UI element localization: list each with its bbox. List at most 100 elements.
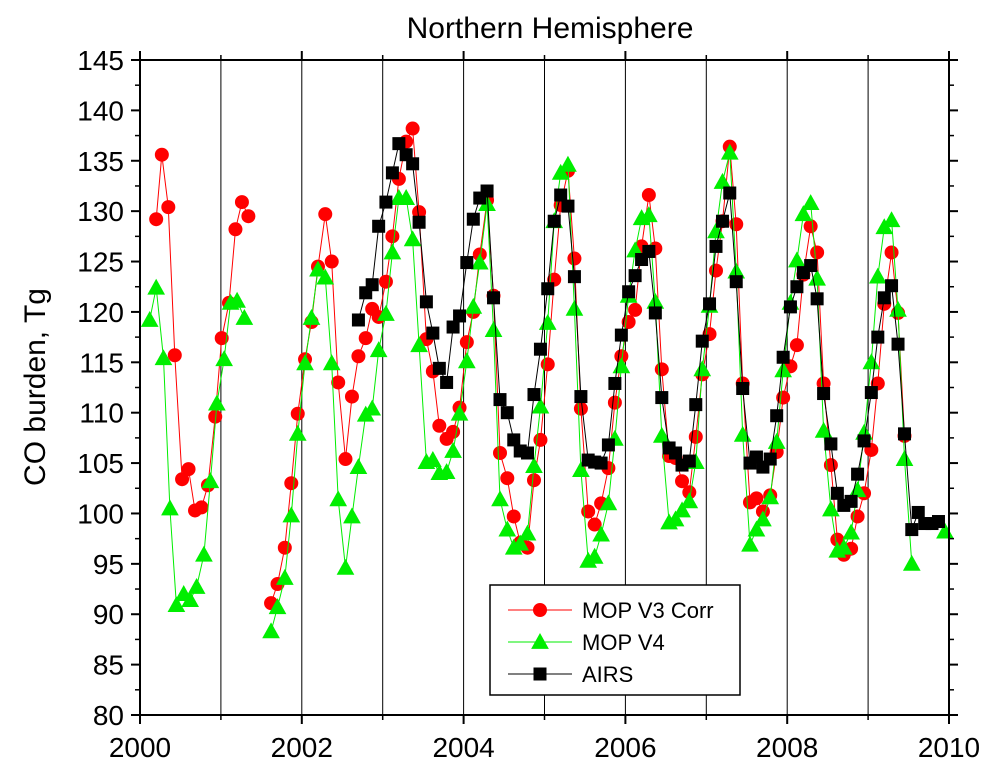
series-mop-v3-corr xyxy=(149,121,912,611)
mop-v4-point xyxy=(895,450,914,466)
y-tick-label: 110 xyxy=(79,398,124,429)
legend-marker-mop-v4 xyxy=(531,632,549,649)
airs-point xyxy=(783,300,797,314)
mop-v3-corr-point xyxy=(234,195,249,210)
airs-point xyxy=(419,295,433,309)
airs-point xyxy=(898,427,912,441)
airs-point xyxy=(561,199,575,213)
airs-point xyxy=(723,186,737,200)
chart-title: Northern Hemisphere xyxy=(407,12,694,45)
mop-v4-point xyxy=(397,189,416,205)
mop-v3-corr-point xyxy=(175,472,190,487)
airs-point xyxy=(574,390,588,404)
airs-point xyxy=(426,326,440,340)
mop-v4-point xyxy=(862,353,881,370)
mop-v4-point xyxy=(450,404,469,421)
airs-point xyxy=(507,433,521,447)
mop-v3-corr-point xyxy=(641,188,656,203)
mop-v4-point xyxy=(235,308,254,325)
airs-point xyxy=(857,434,871,448)
airs-point xyxy=(385,166,399,180)
airs-point xyxy=(541,282,555,296)
mop-v3-corr-point xyxy=(277,540,292,555)
mop-v4-point xyxy=(761,488,780,505)
airs-point xyxy=(460,256,474,270)
airs-point xyxy=(365,278,379,292)
mop-v4-point xyxy=(646,292,665,309)
mop-v4-point xyxy=(882,211,901,228)
airs-point xyxy=(790,280,804,294)
mop-v4-point xyxy=(208,394,226,411)
y-tick-label: 130 xyxy=(77,196,124,227)
mop-v4-point xyxy=(518,524,537,541)
mop-v4-point xyxy=(767,432,786,449)
y-tick-label: 85 xyxy=(93,650,124,681)
airs-point xyxy=(709,239,723,253)
mop-v3-corr-point xyxy=(338,452,353,467)
mop-v4-point xyxy=(834,538,853,555)
mop-v4-point xyxy=(195,545,213,562)
y-tick-label: 95 xyxy=(93,549,124,580)
mop-v3-corr-point xyxy=(358,331,373,346)
legend-box xyxy=(489,584,741,696)
airs-point xyxy=(830,486,844,500)
airs-point xyxy=(614,328,628,342)
mop-v3-corr-point xyxy=(351,349,366,364)
mop-v4-point xyxy=(559,155,577,172)
mop-v3-corr-point xyxy=(284,476,299,491)
mop-v4-point xyxy=(572,461,590,478)
airs-point xyxy=(372,219,386,233)
mop-v4-point xyxy=(693,360,712,377)
airs-point xyxy=(628,269,642,283)
mop-v4-point xyxy=(733,425,752,442)
airs-point xyxy=(601,438,615,452)
mop-v4-point xyxy=(814,421,833,438)
x-tick-label: 2004 xyxy=(432,732,494,763)
airs-point xyxy=(669,446,683,460)
mop-v4-point xyxy=(161,499,179,516)
airs-point xyxy=(446,320,460,334)
airs-point xyxy=(500,406,514,420)
mop-v4-point xyxy=(741,535,759,552)
mop-v4-point xyxy=(525,457,543,473)
airs-point xyxy=(351,313,365,327)
mop-v4-point xyxy=(403,230,422,247)
airs-point xyxy=(911,505,925,519)
airs-point xyxy=(440,375,454,389)
airs-point xyxy=(864,386,878,400)
airs-point xyxy=(480,184,494,198)
mop-v4-point xyxy=(228,291,246,308)
mop-v3-corr-point xyxy=(161,200,176,215)
airs-point xyxy=(844,494,858,508)
mop-v3-corr-point xyxy=(385,229,400,244)
airs-point xyxy=(703,297,717,311)
mop-v4-point xyxy=(652,426,671,443)
mop-v4-point xyxy=(316,268,335,285)
mop-v3-corr-point xyxy=(241,209,256,224)
airs-point xyxy=(817,387,831,401)
mop-v3-corr-point xyxy=(500,471,515,486)
mop-v3-corr-point xyxy=(194,500,209,515)
mop-v4-point xyxy=(498,520,517,537)
mop-v4-point xyxy=(262,622,280,639)
airs-point xyxy=(770,409,784,423)
x-tick-label: 2000 xyxy=(109,732,171,763)
y-tick-label: 135 xyxy=(77,146,124,177)
mop-v4-point xyxy=(154,349,173,366)
mop-v4-point xyxy=(187,577,206,594)
mop-v4-point xyxy=(599,494,618,511)
legend: MOP V3 Corr MOP V4 AIRS xyxy=(489,584,741,696)
mop-v3-corr-point xyxy=(331,375,346,390)
mop-v4-point xyxy=(369,341,388,358)
mop-v4-point xyxy=(868,267,887,284)
mop-v4-point xyxy=(288,424,307,441)
mop-v3-corr-point xyxy=(587,517,602,532)
mop-v3-corr-point xyxy=(810,245,825,260)
mop-v4-point xyxy=(302,308,321,325)
series-airs xyxy=(351,137,945,537)
airs-point xyxy=(689,398,703,412)
airs-point xyxy=(466,212,480,226)
mop-v4-point xyxy=(640,206,658,223)
mop-v4-point xyxy=(491,490,509,507)
